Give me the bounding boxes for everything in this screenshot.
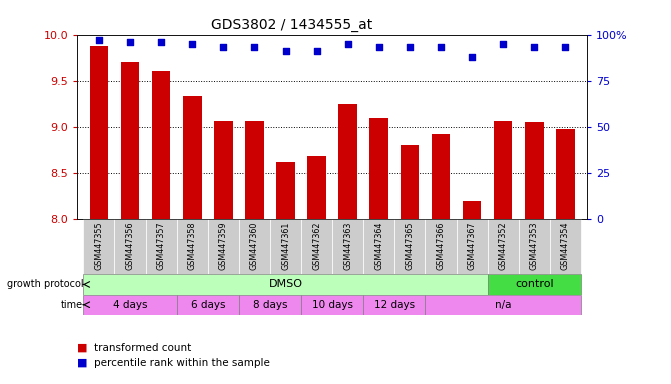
Bar [83, 219, 115, 274]
Bar [245, 121, 264, 219]
Bar [214, 121, 233, 219]
Point [93, 37, 104, 43]
Bar [456, 219, 488, 274]
Point [187, 41, 197, 47]
Point [218, 45, 229, 51]
Point [342, 41, 353, 47]
Point [249, 45, 260, 51]
Bar [556, 129, 574, 219]
Bar [83, 274, 488, 295]
Text: 4 days: 4 days [113, 300, 147, 310]
Text: 8 days: 8 days [253, 300, 287, 310]
Bar [276, 162, 295, 219]
Text: GSM447362: GSM447362 [312, 222, 321, 270]
Text: GSM447361: GSM447361 [281, 222, 290, 270]
Text: GSM447367: GSM447367 [468, 222, 476, 270]
Text: 6 days: 6 days [191, 300, 225, 310]
Bar [146, 219, 176, 274]
Bar [301, 219, 332, 274]
Text: GSM447366: GSM447366 [436, 222, 446, 270]
Text: GSM447355: GSM447355 [95, 222, 103, 270]
Bar [208, 219, 239, 274]
Text: GSM447353: GSM447353 [530, 222, 539, 270]
Point [405, 45, 415, 51]
Bar [370, 119, 388, 219]
Text: 10 days: 10 days [311, 300, 353, 310]
Text: DMSO: DMSO [268, 280, 303, 290]
Bar [363, 295, 425, 315]
Bar [463, 200, 481, 219]
Bar [525, 122, 544, 219]
Point [125, 39, 136, 45]
Bar [425, 219, 456, 274]
Bar [176, 295, 239, 315]
Bar [431, 134, 450, 219]
Bar [332, 219, 363, 274]
Text: growth protocol: growth protocol [7, 280, 83, 290]
Bar [152, 71, 170, 219]
Bar [395, 219, 425, 274]
Bar [494, 121, 513, 219]
Bar [338, 104, 357, 219]
Text: control: control [515, 280, 554, 290]
Point [435, 45, 446, 51]
Bar [83, 295, 176, 315]
Text: GSM447356: GSM447356 [125, 222, 134, 270]
Bar [90, 46, 108, 219]
Point [311, 48, 322, 54]
Text: ■: ■ [77, 358, 91, 368]
Text: GSM447364: GSM447364 [374, 222, 383, 270]
Text: GSM447359: GSM447359 [219, 222, 228, 270]
Point [156, 39, 166, 45]
Bar [425, 295, 581, 315]
Bar [176, 219, 208, 274]
Text: time: time [61, 300, 83, 310]
Text: ■: ■ [77, 343, 91, 353]
Bar [363, 219, 395, 274]
Text: percentile rank within the sample: percentile rank within the sample [94, 358, 270, 368]
Text: 12 days: 12 days [374, 300, 415, 310]
Text: GSM447365: GSM447365 [405, 222, 415, 270]
Bar [239, 219, 270, 274]
Bar [307, 156, 326, 219]
Point [529, 45, 539, 51]
Text: GSM447358: GSM447358 [188, 222, 197, 270]
Bar [115, 219, 146, 274]
Bar [488, 274, 581, 295]
Point [467, 54, 478, 60]
Text: transformed count: transformed count [94, 343, 191, 353]
Text: GSM447354: GSM447354 [561, 222, 570, 270]
Bar [301, 295, 363, 315]
Text: GSM447360: GSM447360 [250, 222, 259, 270]
Bar [550, 219, 581, 274]
Bar [401, 145, 419, 219]
Bar [270, 219, 301, 274]
Bar [121, 62, 140, 219]
Text: n/a: n/a [495, 300, 511, 310]
Bar [488, 219, 519, 274]
Text: GSM447363: GSM447363 [343, 222, 352, 270]
Point [498, 41, 509, 47]
Bar [519, 219, 550, 274]
Title: GDS3802 / 1434555_at: GDS3802 / 1434555_at [211, 18, 372, 32]
Point [374, 45, 384, 51]
Point [280, 48, 291, 54]
Point [560, 45, 571, 51]
Bar [239, 295, 301, 315]
Text: GSM447352: GSM447352 [499, 222, 508, 270]
Text: GSM447357: GSM447357 [156, 222, 166, 270]
Bar [183, 96, 201, 219]
